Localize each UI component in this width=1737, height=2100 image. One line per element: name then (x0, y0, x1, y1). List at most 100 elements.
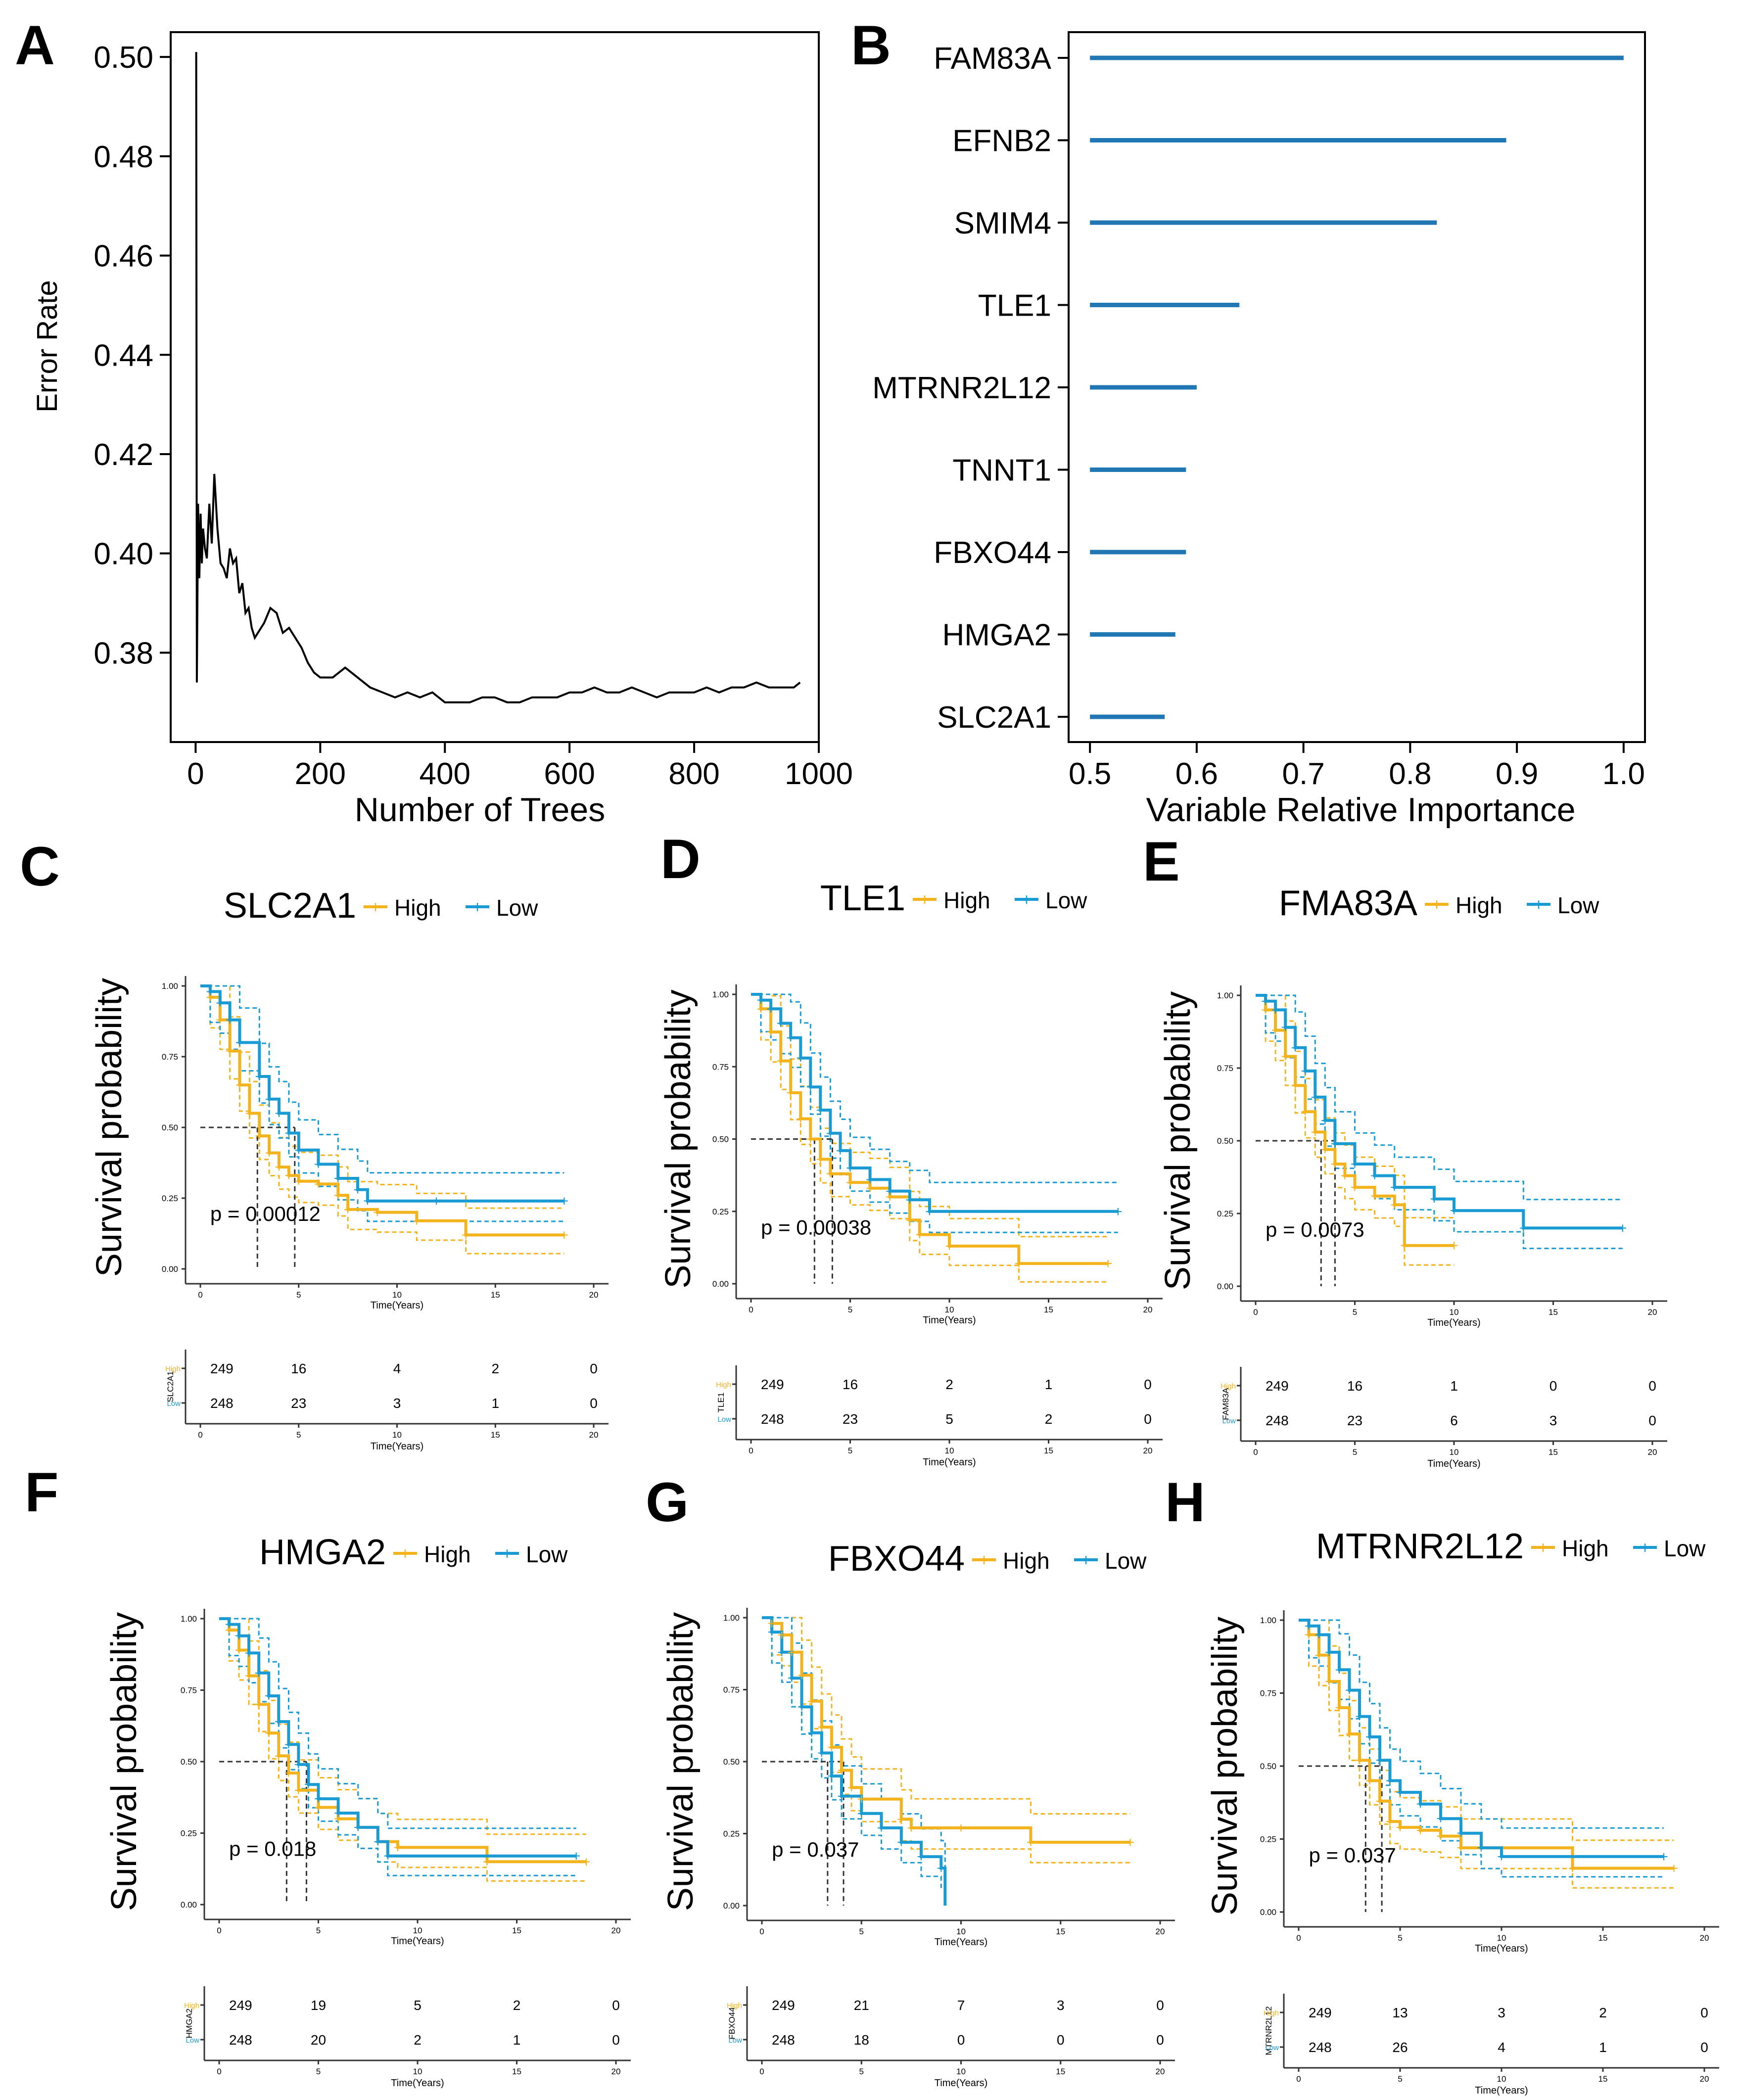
h-censor-low: + (1345, 1682, 1354, 1699)
d-censor-low: + (886, 1183, 894, 1200)
a-x-tick-label: 800 (668, 757, 719, 791)
e-censor-low: + (1370, 1168, 1379, 1184)
g-y-tick-label: 0.00 (723, 1901, 740, 1911)
g-censor-high: + (777, 1627, 786, 1643)
d-censor-low: + (836, 1143, 845, 1159)
e-censor-high: + (1450, 1238, 1458, 1254)
c-risk-x-tick-label: 20 (589, 1430, 599, 1440)
h-legend-high-label: High (1562, 1536, 1609, 1561)
h-risk-x-tick-label: 5 (1398, 2074, 1402, 2084)
f-risk-low-count: 1 (513, 2032, 521, 2048)
d-risk-x-tick-label: 5 (848, 1446, 852, 1455)
a-x-axis-title: Number of Trees (355, 791, 605, 829)
c-risk-high-count: 16 (291, 1361, 306, 1376)
d-censor-low: + (925, 1204, 934, 1220)
c-risk-low-count: 1 (491, 1396, 499, 1411)
e-censor-high: + (1321, 1142, 1330, 1158)
d-y-tick-label: 1.00 (712, 990, 729, 999)
a-y-tick-label: 0.50 (94, 41, 153, 75)
h-censor-low: + (1305, 1618, 1314, 1634)
h-censor-high: + (1416, 1822, 1425, 1839)
e-curve-low (1256, 994, 1623, 1230)
c-censor-high: + (373, 1205, 382, 1221)
g-risk-x-tick-label: 15 (1056, 2067, 1065, 2076)
c-censor-low: + (235, 1034, 244, 1051)
d-risk-x-tick-label: 0 (749, 1446, 753, 1455)
a-y-axis-title: Error Rate (31, 280, 63, 413)
b-category-label: EFNB2 (952, 124, 1051, 158)
d-censor-high: + (786, 1085, 795, 1101)
c-y-tick-label: 0.50 (162, 1123, 178, 1132)
d-censor-high: + (776, 1053, 785, 1070)
f-censor-high: + (483, 1854, 492, 1870)
d-censor-high: + (806, 1131, 815, 1148)
g-risk-low-label: Low (728, 2036, 742, 2045)
d-x-axis-title: Time(Years) (923, 1315, 976, 1326)
h-risk-high-count: 13 (1392, 2005, 1408, 2020)
c-risk-low-label: Low (167, 1400, 181, 1408)
f-x-axis-title: Time(Years) (391, 1936, 444, 1947)
e-risk-low-count: 0 (1648, 1413, 1656, 1428)
f-risk-low-count: 2 (414, 2032, 422, 2048)
f-legend-high-mark: + (400, 1544, 410, 1563)
d-risk-high-count: 0 (1144, 1377, 1152, 1392)
f-censor-high: + (275, 1748, 283, 1764)
g-ci-lower-high (762, 1617, 1130, 1864)
h-censor-high: + (1670, 1861, 1679, 1877)
f-risk-x-tick-label: 5 (316, 2067, 321, 2076)
f-ci-lower-high (219, 1618, 586, 1882)
d-y-tick-label: 0.25 (712, 1207, 729, 1216)
c-x-axis-title: Time(Years) (371, 1300, 423, 1311)
e-risk-high-count: 0 (1648, 1378, 1656, 1394)
c-censor-high: + (206, 989, 215, 1006)
a-y-tick-label: 0.38 (94, 636, 153, 670)
d-x-tick-label: 20 (1143, 1305, 1153, 1314)
g-censor-high: + (1126, 1834, 1135, 1851)
d-risk-high-label: High (716, 1381, 731, 1389)
g-x-axis-title: Time(Years) (935, 1937, 987, 1948)
f-y-tick-label: 0.75 (181, 1686, 197, 1695)
d-censor-high: + (905, 1212, 914, 1228)
h-p-value: p = 0.037 (1309, 1844, 1396, 1867)
f-censor-high: + (582, 1854, 591, 1870)
b-category-label: SLC2A1 (937, 700, 1051, 735)
d-risk-strata-label: TLE1 (716, 1393, 726, 1413)
f-risk-low-count: 248 (229, 2032, 252, 2048)
f-censor-low: + (284, 1736, 293, 1753)
e-y-tick-label: 0.50 (1217, 1136, 1233, 1146)
f-y-tick-label: 1.00 (181, 1614, 197, 1624)
d-x-tick-label: 15 (1044, 1305, 1053, 1314)
h-censor-low: + (1659, 1849, 1668, 1865)
a-y-tick-label: 0.46 (94, 239, 153, 274)
h-censor-low: + (1335, 1662, 1344, 1678)
g-censor-low: + (798, 1699, 806, 1715)
f-censor-high: + (393, 1839, 402, 1856)
e-censor-low: + (1331, 1136, 1340, 1152)
c-risk-x-tick-label: 15 (491, 1430, 500, 1440)
d-censor-high: + (866, 1180, 875, 1197)
f-censor-low: + (294, 1757, 303, 1773)
c-censor-high: + (245, 1105, 254, 1121)
h-risk-strata-label: MTRNR2L12 (1264, 2006, 1273, 2055)
f-risk-low-count: 0 (612, 2032, 620, 2048)
e-censor-high: + (1370, 1188, 1379, 1205)
f-x-tick-label: 20 (611, 1926, 621, 1935)
c-y-tick-label: 1.00 (162, 981, 178, 991)
panel-letter-e: E (1143, 831, 1180, 892)
e-censor-low: + (1271, 1002, 1280, 1018)
f-x-tick-label: 15 (512, 1926, 521, 1935)
c-y-tick-label: 0.75 (162, 1052, 178, 1062)
c-risk-high-label: High (165, 1365, 181, 1373)
f-p-value: p = 0.018 (229, 1837, 316, 1861)
g-censor-low: + (807, 1725, 816, 1741)
c-censor-high: + (226, 1043, 235, 1060)
h-x-tick-label: 0 (1296, 1933, 1301, 1943)
b-x-tick-label: 0.8 (1389, 757, 1431, 791)
g-censor-low: + (837, 1788, 846, 1805)
h-risk-low-count: 0 (1700, 2040, 1708, 2055)
g-risk-x-axis-title: Time(Years) (935, 2078, 987, 2089)
e-ci-upper-low (1256, 994, 1623, 1201)
f-risk-x-tick-label: 10 (413, 2067, 423, 2076)
h-censor-high: + (1456, 1840, 1465, 1856)
d-y-tick-label: 0.00 (712, 1279, 729, 1289)
